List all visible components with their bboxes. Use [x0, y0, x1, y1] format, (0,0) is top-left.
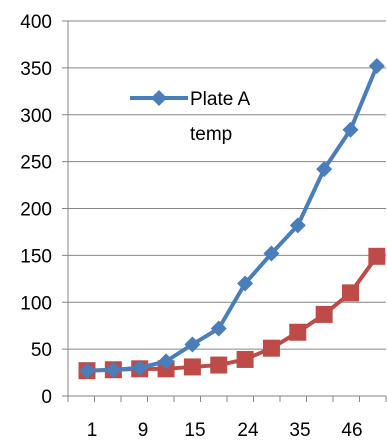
- series-line: [85, 64, 379, 373]
- axes: [67, 21, 387, 402]
- data-point-diamond: [237, 275, 254, 292]
- legend-label-line-2: temp: [190, 124, 232, 145]
- data-point-square: [210, 356, 228, 374]
- x-tick-label: 1: [87, 420, 98, 441]
- series-line: [85, 254, 379, 373]
- data-point-diamond: [158, 353, 175, 370]
- x-tick-label: 15: [184, 420, 205, 441]
- data-point-diamond: [368, 58, 385, 74]
- legend-swatch-marker: [151, 90, 167, 106]
- y-tick-label: 100: [20, 293, 52, 314]
- x-tick-label: 35: [289, 420, 310, 441]
- data-point-diamond: [210, 320, 227, 337]
- y-tick-label: 150: [20, 246, 52, 267]
- x-tick-label: 24: [237, 420, 259, 441]
- data-point-square: [236, 350, 254, 368]
- data-point-square: [262, 339, 280, 357]
- y-tick-label: 200: [20, 200, 52, 221]
- data-point-square: [315, 305, 333, 323]
- y-tick-label: 350: [20, 59, 52, 80]
- y-tick-label: 50: [31, 340, 52, 361]
- data-point-diamond: [184, 336, 201, 353]
- x-axis-tick-labels: 1 9 15 24 35 46: [87, 420, 363, 441]
- data-point-square: [289, 323, 307, 341]
- series-2: [78, 247, 386, 380]
- gridlines: [62, 20, 386, 397]
- y-tick-label: 300: [20, 106, 52, 127]
- legend-label-line-1: Plate A: [190, 89, 251, 110]
- y-tick-label: 400: [20, 12, 52, 33]
- data-point-square: [342, 284, 359, 302]
- data-point-diamond: [79, 362, 95, 379]
- y-axis-tick-labels: 0 50 100 150 200 250 300 350 400: [20, 12, 52, 408]
- y-tick-label: 0: [41, 387, 52, 408]
- data-point-square: [183, 358, 201, 376]
- legend: Plate A temp: [130, 89, 251, 145]
- data-point-diamond: [131, 359, 148, 376]
- data-point-diamond: [316, 161, 333, 178]
- data-point-diamond: [289, 217, 306, 234]
- x-tick-label: 46: [341, 420, 362, 441]
- data-series: [78, 58, 386, 380]
- data-point-diamond: [105, 361, 122, 378]
- data-point-diamond: [263, 245, 280, 262]
- data-point-square: [368, 247, 386, 265]
- x-tick-label: 9: [138, 420, 149, 441]
- series-plate-a-temp: [79, 58, 385, 379]
- y-tick-label: 250: [20, 153, 52, 174]
- data-point-diamond: [342, 121, 359, 138]
